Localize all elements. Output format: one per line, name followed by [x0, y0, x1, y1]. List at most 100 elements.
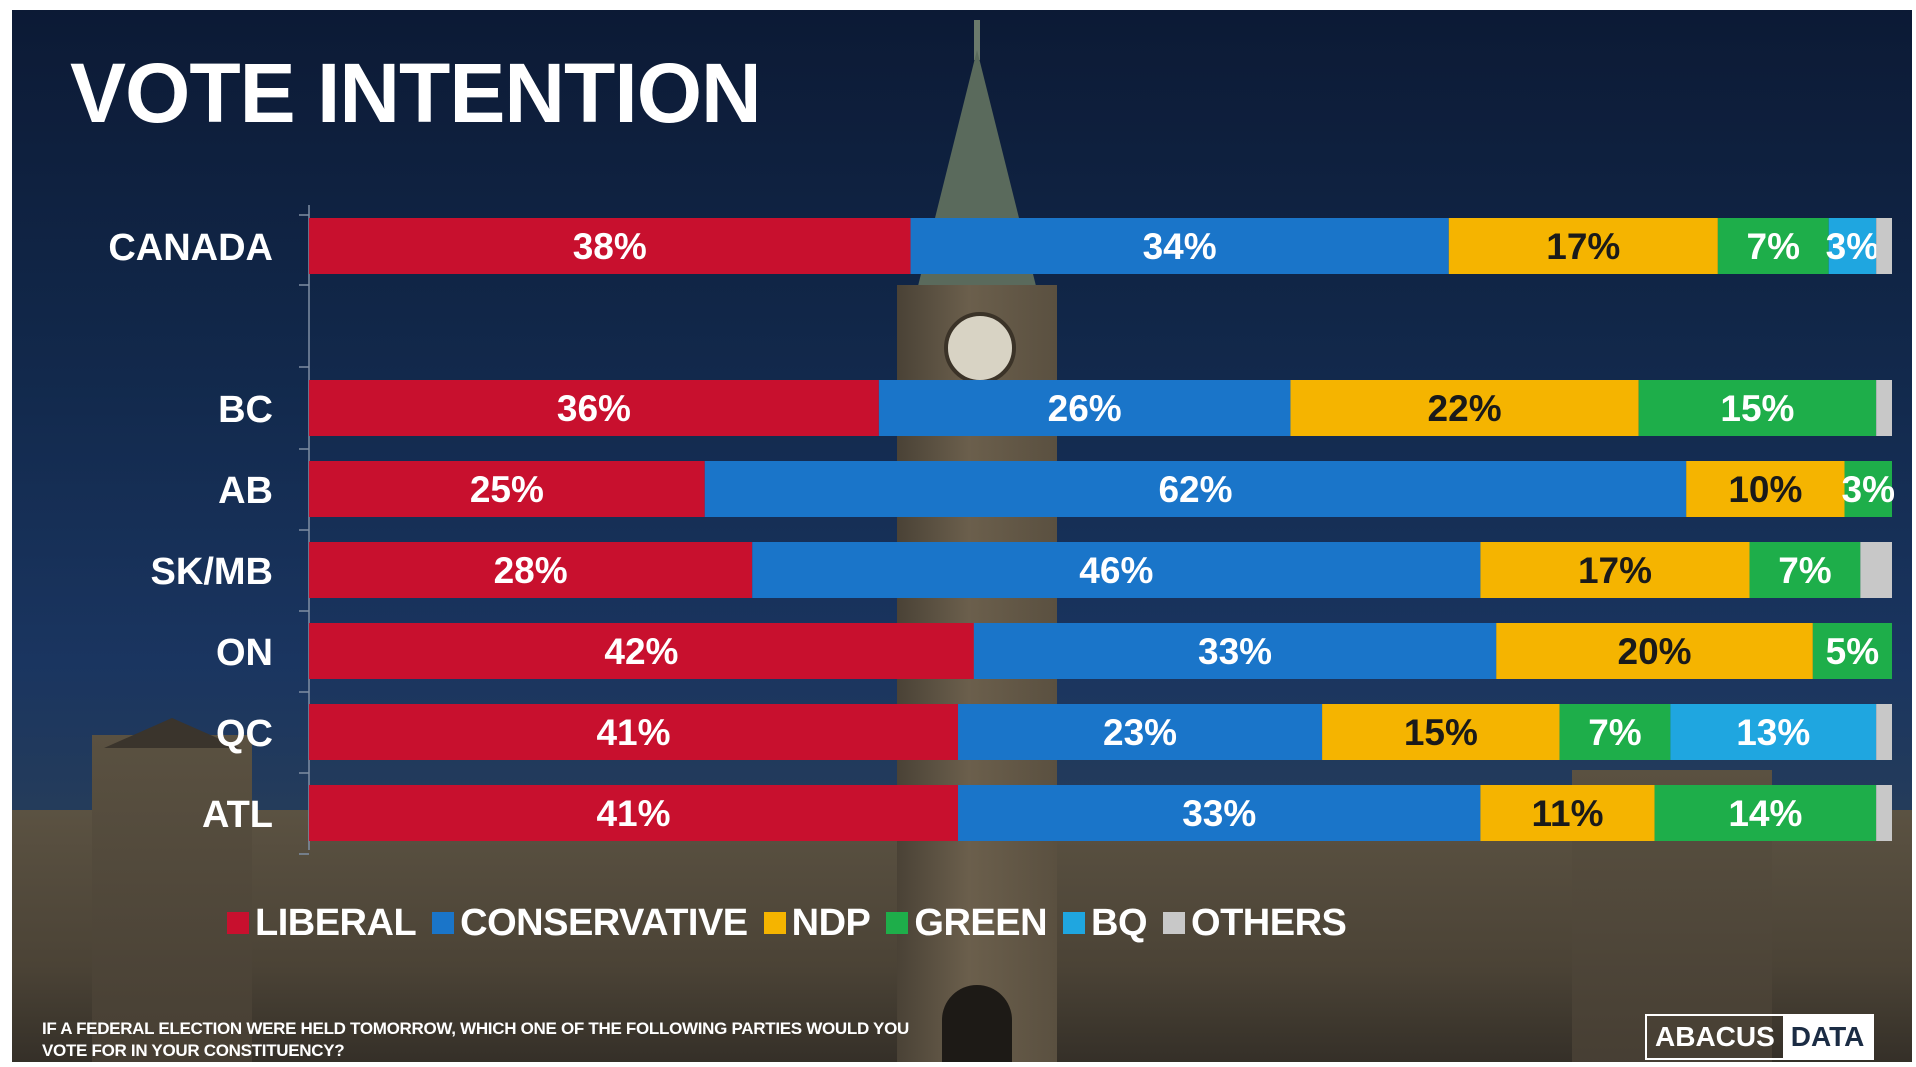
category-label: QC: [216, 713, 273, 755]
bar-segment-liberal-atl: [309, 785, 959, 841]
legend-label: BQ: [1091, 901, 1148, 944]
data-label: 36%: [557, 388, 631, 429]
bar-segment-liberal-ab: [309, 461, 705, 517]
legend-swatch-liberal: [227, 912, 249, 934]
logo-text-left: ABACUS: [1655, 1021, 1775, 1052]
data-label: 33%: [1198, 631, 1272, 672]
category-label: AB: [218, 470, 273, 512]
data-label: 7%: [1778, 550, 1831, 591]
data-label: 11%: [1531, 793, 1603, 834]
data-label: 62%: [1158, 469, 1232, 510]
bar-segment-conservative-qc: [958, 704, 1323, 760]
bar-segment-ndp-on: [1496, 623, 1813, 679]
bar-segment-others-canada: [1876, 218, 1892, 274]
legend-swatch-ndp: [763, 912, 786, 934]
stacked-bar-chart: CANADA 38% 34% 17% 7% 3% BC 36% 26% 22% 15% AB 25% 62…: [108, 205, 1895, 855]
bar-segment-bq-canada: [1828, 218, 1877, 274]
bar-segment-ndp-bc: [1290, 380, 1639, 436]
data-label: 3%: [1842, 469, 1895, 510]
data-label: 34%: [1143, 226, 1217, 267]
category-label: CANADA: [108, 227, 273, 269]
bar-segment-liberal-sk-mb: [309, 542, 753, 598]
data-label: 26%: [1048, 388, 1122, 429]
bar-segment-green-atl: [1654, 785, 1877, 841]
bar-segment-ndp-sk-mb: [1480, 542, 1750, 598]
left-tower-roof-image: [104, 718, 240, 748]
data-label: 46%: [1079, 550, 1153, 591]
data-label: 22%: [1428, 388, 1502, 429]
bar-segment-others-qc: [1876, 704, 1892, 760]
data-label: 13%: [1736, 712, 1810, 753]
data-label: 17%: [1546, 226, 1620, 267]
data-label: 5%: [1826, 631, 1879, 672]
bar-segment-ndp-atl: [1480, 785, 1655, 841]
bar-segment-green-sk-mb: [1749, 542, 1861, 598]
chart-legend: LIBERAL CONSERVATIVE NDP GREEN BQ OTHERS: [227, 898, 1347, 948]
clock-icon: [944, 312, 1016, 384]
bar-segment-liberal-canada: [309, 218, 911, 274]
bar-segment-green-canada: [1717, 218, 1829, 274]
bar-segment-green-qc: [1559, 704, 1671, 760]
data-label: 15%: [1404, 712, 1478, 753]
data-label: 38%: [573, 226, 647, 267]
flag-mast-image: [974, 20, 980, 60]
logo-text-right: DATA: [1782, 1016, 1873, 1058]
legend-swatch-conservative: [432, 912, 455, 934]
left-tower-image: [92, 735, 252, 1062]
bar-segment-conservative-canada: [910, 218, 1449, 274]
bar-segment-conservative-bc: [878, 380, 1291, 436]
bar-segment-conservative-sk-mb: [752, 542, 1481, 598]
legend-swatch-green: [886, 912, 909, 934]
data-label: 7%: [1588, 712, 1641, 753]
category-label: ATL: [202, 794, 273, 836]
bar-segment-others-atl: [1876, 785, 1892, 841]
bar-segment-others-sk-mb: [1860, 542, 1892, 598]
bar-segment-liberal-on: [309, 623, 974, 679]
chart-canvas: VOTE INTENTION CANADA 38% 34% 17% 7% 3% BC 36% 2…: [12, 10, 1912, 1062]
entrance-arch-image: [942, 985, 1012, 1062]
bar-segment-conservative-ab: [704, 461, 1687, 517]
data-label: 15%: [1720, 388, 1794, 429]
legend-label: CONSERVATIVE: [460, 901, 748, 944]
data-label: 23%: [1103, 712, 1177, 753]
bar-segment-green-on: [1812, 623, 1892, 679]
bar-segment-bq-qc: [1670, 704, 1877, 760]
legend-item-conservative: CONSERVATIVE: [432, 902, 748, 945]
legend-swatch-others: [1163, 912, 1186, 934]
category-label: ON: [216, 632, 273, 674]
data-label: 7%: [1747, 226, 1800, 267]
category-label: BC: [218, 389, 273, 431]
abacus-data-logo: ABACUS DATA: [1645, 1014, 1875, 1060]
bar-segment-ndp-ab: [1686, 461, 1845, 517]
legend-label: NDP: [791, 901, 871, 944]
legend-item-liberal: LIBERAL: [227, 902, 417, 945]
data-label: 41%: [596, 793, 670, 834]
survey-question: IF A FEDERAL ELECTION WERE HELD TOMORROW…: [42, 1019, 909, 1060]
bar-segment-conservative-on: [973, 623, 1497, 679]
data-label: 20%: [1618, 631, 1692, 672]
chart-title: VOTE INTENTION: [70, 46, 762, 140]
legend-item-others: OTHERS: [1163, 901, 1347, 945]
category-label: SK/MB: [151, 551, 273, 593]
legend-swatch-bq: [1063, 912, 1086, 934]
data-label: 28%: [494, 550, 568, 591]
legend-label: OTHERS: [1191, 901, 1347, 944]
bar-segment-green-ab: [1844, 461, 1892, 517]
legend-item-bq: BQ: [1063, 901, 1148, 945]
bar-segment-liberal-bc: [309, 380, 879, 436]
bar-segment-ndp-canada: [1448, 218, 1718, 274]
data-label: 3%: [1826, 226, 1879, 267]
data-label: 10%: [1728, 469, 1802, 510]
data-label: 41%: [596, 712, 670, 753]
bar-segment-conservative-atl: [958, 785, 1481, 841]
data-label: 14%: [1728, 793, 1802, 834]
legend-item-ndp: NDP: [763, 901, 871, 945]
data-label: 17%: [1578, 550, 1652, 591]
data-label: 33%: [1182, 793, 1256, 834]
legend-item-green: GREEN: [886, 901, 1048, 945]
data-label: 25%: [470, 469, 544, 510]
bar-segment-liberal-qc: [309, 704, 959, 760]
bar-segment-others-bc: [1876, 380, 1892, 436]
legend-label: GREEN: [914, 901, 1048, 944]
bar-segment-ndp-qc: [1322, 704, 1560, 760]
